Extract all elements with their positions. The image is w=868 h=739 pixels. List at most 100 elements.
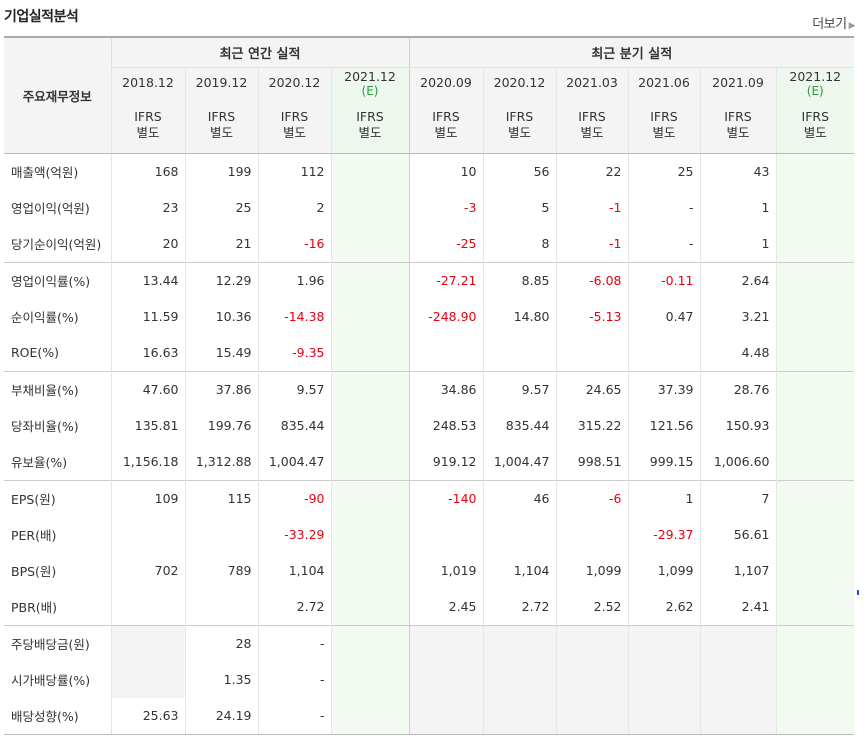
value-cell: 21 — [184, 226, 258, 263]
value-cell: 37.86 — [184, 370, 258, 408]
row-label[interactable]: PBR(배) — [11, 600, 58, 616]
separate-label: 별도 — [507, 125, 531, 141]
value-cell — [408, 516, 483, 553]
value-cell: 13.44 — [110, 261, 185, 299]
value-cell: 8 — [482, 226, 556, 263]
period-header: 2018.12 — [110, 67, 185, 98]
value-cell: 11.59 — [110, 298, 185, 335]
value-cell: 37.39 — [627, 370, 700, 408]
value-cell: 1.35 — [184, 661, 258, 698]
value-cell: -25 — [408, 226, 483, 263]
table-row: 매출액(억원) 168 199 112 10 56 22 25 43 — [4, 153, 855, 190]
value-cell: 835.44 — [257, 407, 331, 444]
value-cell: 789 — [184, 552, 258, 590]
row-label[interactable]: 시가배당률(%) — [11, 673, 91, 689]
value-cell — [775, 370, 855, 408]
value-cell — [408, 334, 483, 372]
row-label[interactable]: PER(배) — [11, 528, 57, 544]
value-cell: 5 — [482, 189, 556, 227]
value-cell — [482, 334, 556, 372]
value-cell: 56 — [482, 153, 556, 190]
accounting-standard-badge: IFRS 별도 — [257, 97, 331, 154]
value-cell: 20 — [110, 226, 185, 263]
row-label[interactable]: EPS(원) — [4, 479, 111, 517]
separate-label: 별도 — [652, 125, 676, 141]
value-cell — [330, 624, 409, 662]
value-cell — [330, 261, 409, 299]
value-cell: -1 — [555, 226, 628, 263]
value-cell: 8.85 — [482, 261, 556, 299]
row-label[interactable]: 매출액(억원) — [11, 165, 79, 181]
value-cell: 23 — [110, 189, 185, 227]
value-cell: 112 — [257, 153, 331, 190]
table-row: 주당배당금(원) 28- — [4, 624, 855, 662]
value-cell: 2.52 — [555, 589, 628, 626]
value-cell — [330, 407, 409, 444]
value-cell: 135.81 — [110, 407, 185, 444]
value-cell — [408, 624, 483, 662]
row-label[interactable]: 부채비율(%) — [4, 370, 111, 408]
value-cell: 10 — [408, 153, 483, 190]
separate-label: 별도 — [136, 125, 160, 141]
period-header: 2021.03 — [555, 67, 628, 98]
separate-label: 별도 — [282, 125, 306, 141]
table-row: ROE(%) 16.63 15.49 -9.35 4.48 — [4, 334, 855, 372]
value-cell: -16 — [257, 226, 331, 263]
row-label[interactable]: BPS(원) — [11, 564, 57, 580]
value-cell: 2.64 — [699, 261, 776, 299]
value-cell — [555, 516, 628, 553]
value-cell: 15.49 — [184, 334, 258, 372]
more-link[interactable]: 더보기 ▶ — [812, 13, 855, 32]
value-cell — [775, 226, 855, 263]
value-cell: - — [627, 226, 700, 263]
value-cell — [330, 697, 409, 735]
row-label[interactable]: 영업이익률(%) — [4, 261, 111, 299]
row-label[interactable]: 주당배당금(원) — [4, 624, 111, 662]
period-label: 2019.12 — [195, 74, 248, 90]
table-row: 당기순이익(억원) 20 21 -16 -25 8 -1-1 — [4, 226, 855, 263]
ifrs-label: IFRS — [356, 109, 384, 125]
row-label[interactable]: 영업이익(억원) — [11, 201, 90, 217]
value-cell: 1.96 — [257, 261, 331, 299]
period-label: 2020.09 — [420, 74, 472, 90]
row-label[interactable]: ROE(%) — [11, 345, 60, 361]
more-label: 더보기 — [812, 17, 847, 32]
value-cell: 199 — [184, 153, 258, 190]
ifrs-label: IFRS — [432, 109, 460, 125]
value-cell — [110, 516, 185, 553]
period-label: 2021.12 — [344, 68, 396, 84]
table-row: 당좌비율(%) 135.81 199.76 835.44 248.53 835.44 315… — [4, 407, 855, 444]
value-cell: -248.90 — [408, 298, 483, 335]
value-cell: 0.47 — [627, 298, 700, 335]
value-cell — [555, 624, 628, 662]
value-cell: -33.29 — [257, 516, 331, 553]
table-row: 시가배당률(%) 1.35- — [4, 661, 855, 698]
row-label[interactable]: 유보율(%) — [11, 455, 68, 471]
scroll-marker — [857, 590, 859, 595]
period-header: 2021.09 — [699, 67, 776, 98]
value-cell: -6 — [555, 479, 628, 517]
ifrs-label: IFRS — [801, 109, 830, 125]
value-cell: 1,019 — [408, 552, 483, 590]
separate-label: 별도 — [434, 125, 458, 141]
value-cell: 25 — [627, 153, 700, 190]
value-cell: 43 — [699, 153, 776, 190]
value-cell — [775, 661, 855, 698]
row-label[interactable]: 당좌비율(%) — [11, 419, 79, 435]
value-cell — [775, 624, 855, 662]
accounting-standard-badge: IFRS 별도 — [627, 97, 700, 154]
row-label[interactable]: 당기순이익(억원) — [11, 237, 102, 253]
value-cell: 2.72 — [482, 589, 556, 626]
value-cell: -0.11 — [627, 261, 700, 299]
separate-label: 별도 — [726, 125, 750, 141]
row-label[interactable]: 배당성향(%) — [4, 697, 111, 735]
period-header: 2019.12 — [184, 67, 258, 98]
period-header: 2020.12 — [482, 67, 556, 98]
period-label: 2020.12 — [493, 74, 546, 90]
value-cell — [555, 697, 628, 735]
period-header: 2020.09 — [408, 67, 483, 98]
value-cell — [775, 407, 855, 444]
ifrs-label: IFRS — [134, 109, 162, 125]
value-cell — [482, 624, 556, 662]
row-label[interactable]: 순이익률(%) — [11, 310, 79, 326]
